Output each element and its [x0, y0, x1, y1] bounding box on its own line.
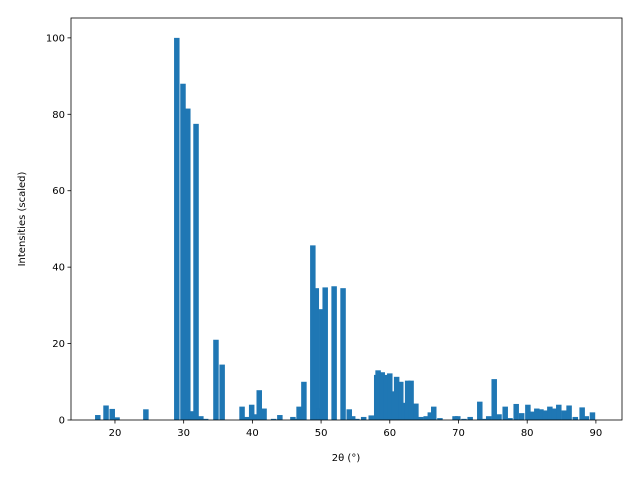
plot-frame: [70, 17, 623, 421]
x-tick-label: 90: [590, 428, 603, 439]
bar: [556, 404, 562, 420]
bar: [340, 288, 346, 420]
bar: [360, 416, 367, 420]
x-tick-label: 80: [521, 428, 534, 439]
bar: [534, 408, 540, 420]
bar: [296, 406, 302, 420]
bar: [261, 408, 267, 420]
bar: [313, 288, 320, 420]
bar: [491, 379, 497, 420]
bar: [239, 406, 245, 420]
bar: [198, 416, 204, 420]
x-tick-label: 30: [177, 428, 190, 439]
bar: [431, 406, 437, 420]
bar: [270, 418, 277, 420]
bar: [375, 370, 381, 420]
bar: [383, 374, 390, 420]
y-tick-label: 60: [52, 186, 65, 197]
y-tick-label: 20: [52, 339, 65, 350]
bar: [319, 309, 325, 420]
bar: [583, 416, 590, 420]
bar: [551, 408, 558, 420]
bar: [354, 418, 360, 420]
y-tick-label: 100: [46, 33, 65, 44]
bar: [379, 372, 385, 420]
bar: [109, 408, 115, 420]
bar: [538, 409, 544, 420]
bar: [507, 418, 513, 420]
bar: [437, 418, 443, 420]
bar: [331, 286, 337, 420]
bar: [482, 418, 489, 420]
bar: [477, 401, 483, 420]
bar: [525, 404, 531, 420]
bar: [290, 416, 296, 420]
bar: [455, 416, 461, 420]
bar: [452, 416, 458, 420]
bar: [398, 381, 404, 420]
bar: [408, 380, 414, 420]
bar: [248, 404, 255, 420]
bar: [301, 381, 307, 420]
bar: [213, 339, 219, 420]
bar: [589, 412, 596, 420]
bar: [368, 415, 374, 420]
bar: [542, 410, 548, 420]
bar: [401, 402, 407, 420]
bar: [219, 364, 225, 420]
bar: [404, 380, 411, 420]
bar: [185, 108, 191, 420]
bar: [310, 245, 316, 420]
bar: [256, 390, 262, 420]
bar: [417, 416, 424, 420]
bar: [277, 415, 283, 420]
bar: [547, 406, 553, 420]
bar: [322, 287, 328, 420]
y-tick-label: 0: [59, 416, 65, 427]
bar: [193, 123, 199, 421]
bar: [502, 406, 508, 420]
x-axis-label: 2θ (°): [332, 453, 361, 464]
bar: [496, 414, 502, 420]
bar: [461, 418, 467, 420]
bar: [391, 391, 397, 420]
bar: [95, 415, 101, 420]
y-axis-label: Intensities (scaled): [17, 171, 28, 266]
y-tick-label: 40: [52, 263, 65, 274]
bar: [579, 407, 585, 420]
bar: [513, 403, 519, 420]
bar: [252, 414, 258, 420]
bar: [485, 416, 492, 420]
x-tick-label: 70: [452, 428, 465, 439]
bar: [561, 410, 568, 420]
bar: [467, 416, 473, 420]
bar: [566, 405, 572, 420]
x-tick-label: 40: [246, 428, 259, 439]
bar: [244, 416, 250, 420]
bar: [180, 83, 186, 421]
bar: [316, 408, 322, 420]
bar: [349, 416, 356, 420]
x-tick-label: 60: [383, 428, 396, 439]
bar: [202, 418, 209, 420]
x-tick-label: 50: [315, 428, 328, 439]
bar: [529, 411, 536, 420]
bar: [103, 405, 109, 420]
bar: [114, 417, 120, 420]
bar: [413, 403, 419, 420]
bar: [572, 416, 579, 420]
bar: [427, 412, 434, 420]
bar: [346, 409, 352, 420]
bar: [387, 373, 393, 420]
bar: [518, 413, 525, 420]
bar: [188, 411, 194, 420]
bar: [423, 416, 429, 420]
bar: [143, 409, 149, 420]
bar: [393, 376, 400, 420]
x-tick-label: 20: [109, 428, 122, 439]
y-tick-label: 80: [52, 110, 65, 121]
bar: [174, 37, 180, 420]
